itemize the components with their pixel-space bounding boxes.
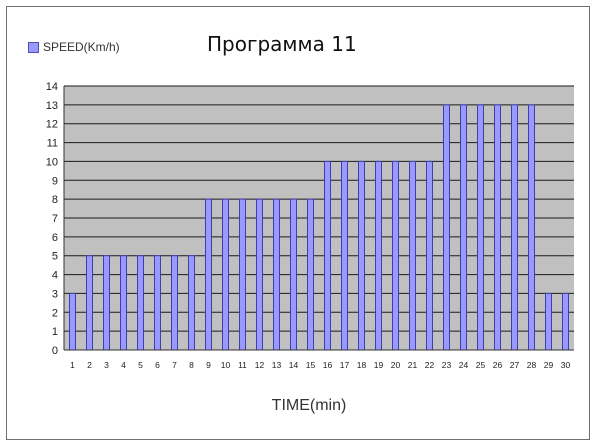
x-tick-label: 16 (323, 360, 333, 370)
x-tick-label: 4 (121, 360, 126, 370)
x-tick-label: 19 (374, 360, 384, 370)
bar-14 (290, 198, 297, 351)
bar-22 (426, 160, 433, 351)
x-tick-label: 11 (238, 360, 247, 370)
x-tick-label: 8 (189, 360, 194, 370)
bar-23 (443, 104, 450, 351)
bar-16 (324, 160, 331, 351)
y-tick-label: 8 (52, 194, 58, 206)
y-tick-label: 9 (52, 175, 58, 187)
bar-15 (307, 198, 314, 351)
y-tick-label: 11 (47, 138, 58, 150)
x-tick-label: 14 (289, 360, 299, 370)
bar-19 (375, 160, 382, 351)
bar-28 (528, 104, 535, 351)
x-tick-label: 7 (172, 360, 177, 370)
legend-label: SPEED(Km/h) (43, 40, 120, 54)
y-tick-label: 10 (46, 156, 58, 168)
bar-4 (120, 255, 127, 351)
x-tick-label: 21 (408, 360, 418, 370)
bar-21 (409, 160, 416, 351)
legend-swatch (28, 41, 39, 53)
y-tick-label: 7 (52, 213, 58, 225)
x-tick-label: 13 (272, 360, 282, 370)
bar-2 (86, 255, 93, 351)
x-tick-label: 6 (155, 360, 160, 370)
x-axis: 1 2 3 4 5 6 7 8 9 10 11 12 13 14 15 16 17 18 19 20 21 22 23 24 2… (64, 349, 574, 370)
x-tick-label: 5 (138, 360, 143, 370)
x-tick-label: 25 (476, 360, 486, 370)
bar-10 (222, 198, 229, 351)
x-tick-label: 12 (255, 360, 265, 370)
legend: SPEED(Km/h) (28, 40, 120, 54)
bar-24 (460, 104, 467, 351)
bar-8 (188, 255, 195, 351)
x-tick-label: 1 (70, 360, 75, 370)
x-tick-label: 18 (357, 360, 367, 370)
bar-20 (392, 160, 399, 351)
y-tick-label: 14 (46, 81, 58, 93)
bar-27 (511, 104, 518, 351)
y-tick-label: 4 (52, 270, 58, 282)
y-tick-label: 2 (52, 307, 58, 319)
x-tick-label: 20 (391, 360, 401, 370)
bar-3 (103, 255, 110, 351)
bar-25 (477, 104, 484, 351)
x-tick-label: 9 (206, 360, 211, 370)
y-tick-label: 6 (52, 232, 58, 244)
x-axis-label: TIME(min) (272, 397, 347, 414)
bar-29 (545, 292, 552, 351)
bar-17 (341, 160, 348, 351)
y-tick-label: 5 (52, 251, 58, 263)
bar-1 (69, 292, 76, 351)
bar-26 (494, 104, 501, 351)
bar-7 (171, 255, 178, 351)
x-tick-label: 27 (510, 360, 520, 370)
x-tick-label: 23 (442, 360, 452, 370)
bar-5 (137, 255, 144, 351)
bar-18 (358, 160, 365, 351)
x-tick-label: 29 (544, 360, 554, 370)
x-tick-label: 17 (340, 360, 350, 370)
y-tick-label: 1 (52, 326, 58, 338)
bar-13 (273, 198, 280, 351)
x-tick-label: 24 (459, 360, 469, 370)
x-tick-label: 30 (561, 360, 571, 370)
x-tick-label: 22 (425, 360, 435, 370)
bar-6 (154, 255, 161, 351)
y-tick-label: 0 (52, 345, 58, 357)
bar-11 (239, 198, 246, 351)
y-tick-label: 13 (46, 100, 58, 112)
x-tick-label: 2 (87, 360, 92, 370)
chart-title: Программа 11 (207, 32, 357, 56)
y-tick-label: 3 (52, 288, 58, 300)
y-tick-label: 12 (46, 119, 58, 131)
x-tick-label: 3 (104, 360, 109, 370)
bar-30 (562, 292, 569, 351)
x-tick-label: 15 (306, 360, 316, 370)
x-tick-label: 10 (221, 360, 231, 370)
x-tick-label: 26 (493, 360, 503, 370)
bar-12 (256, 198, 263, 351)
bar-9 (205, 198, 212, 351)
x-tick-label: 28 (527, 360, 537, 370)
